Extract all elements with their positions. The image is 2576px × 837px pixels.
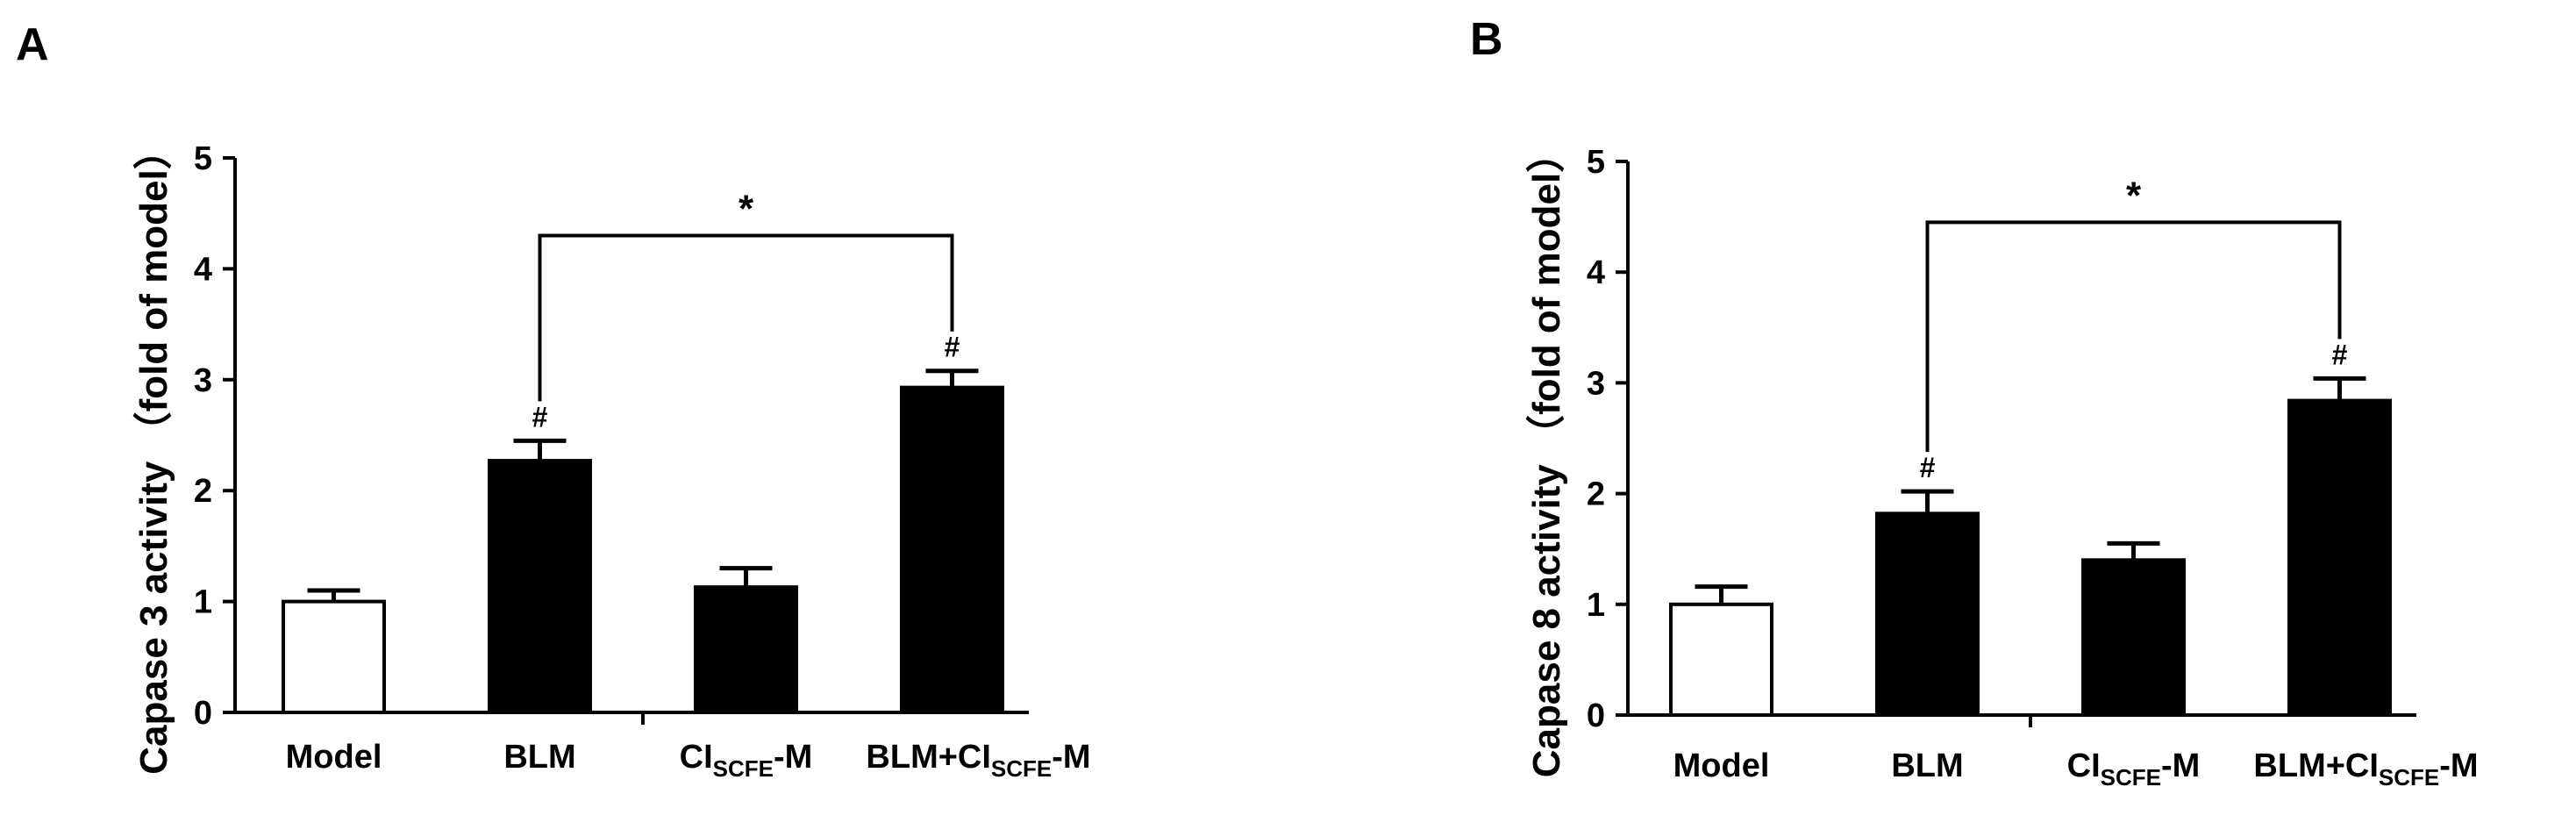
bar-model — [1669, 602, 1773, 717]
y-axis-label: Capase 8 activity （fold of model） — [1525, 134, 1568, 778]
bar-ci — [694, 585, 798, 715]
significance-hash: # — [2332, 339, 2348, 370]
significance-star: * — [739, 187, 754, 230]
panel-a: A 0 1 2 3 4 5 Capase 3 activity （fold of model）… — [16, 19, 1091, 782]
bar-blm — [1875, 512, 1980, 717]
category-label: CISCFE-M — [680, 739, 813, 782]
y-tick-label: 5 — [1587, 144, 1605, 181]
y-tick-label: 4 — [194, 251, 212, 288]
bar-blm-ci — [900, 385, 1004, 714]
y-tick-label: 5 — [194, 140, 212, 177]
y-axis-label: Capase 3 activity （fold of model） — [132, 131, 175, 775]
significance-bracket — [1925, 220, 2342, 453]
significance-hash: # — [945, 332, 960, 363]
category-label: BLM+CISCFE-M — [866, 739, 1090, 782]
y-tick-label: 1 — [194, 584, 212, 621]
category-label: Model — [1673, 748, 1770, 784]
bar-model — [282, 599, 386, 714]
y-tick-label: 0 — [194, 695, 212, 732]
y-tick-label: 3 — [194, 362, 212, 399]
panel-b: B 0 1 2 3 4 5 Capase 8 activity （fold of model）… — [1470, 14, 2479, 790]
y-tick-label: 3 — [1587, 365, 1605, 402]
significance-star: * — [2126, 174, 2142, 217]
category-label: BLM — [1891, 748, 1963, 784]
y-tick-label: 0 — [1587, 698, 1605, 734]
panel-letter: B — [1470, 14, 1503, 65]
significance-bracket — [538, 233, 954, 402]
significance-hash: # — [1920, 452, 1936, 483]
y-tick-label: 2 — [194, 473, 212, 510]
y-tick-label: 1 — [1587, 587, 1605, 624]
bar-blm-ci — [2287, 398, 2392, 717]
category-label: BLM+CISCFE-M — [2253, 748, 2478, 790]
bar-ci — [2081, 558, 2186, 717]
category-label: BLM — [503, 739, 575, 776]
y-tick-label: 2 — [1587, 476, 1605, 513]
panel-letter: A — [16, 19, 49, 70]
bar-blm — [488, 459, 592, 715]
significance-hash: # — [532, 401, 548, 433]
y-tick-label: 4 — [1587, 254, 1605, 291]
category-label: Model — [286, 739, 382, 776]
category-label: CISCFE-M — [2067, 748, 2201, 790]
